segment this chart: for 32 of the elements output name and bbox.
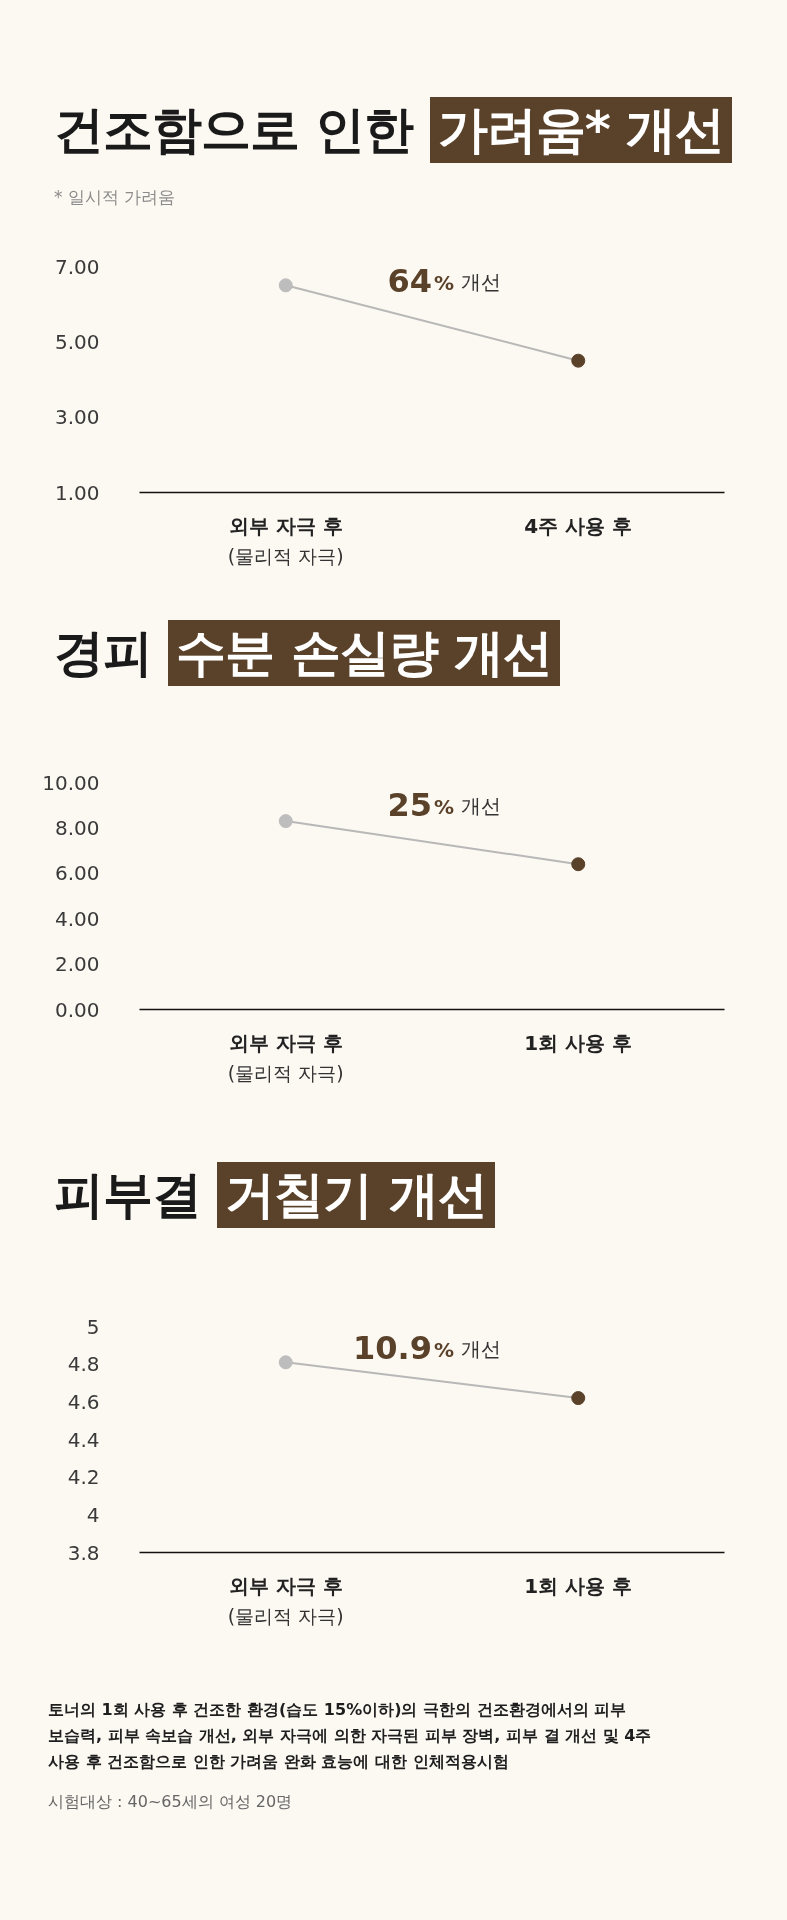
text: 토너의 1회 사용 후 건조한 환경(습도 15%이하)의 극한의 건조환경에서의 피부 보습력, 피부 속보습 개선, 외부 자극에 의한 자극된 피부 장벽, 피부 결 개선 및 4주 사용 후 건조함으로 인한 가려움 완화 효능에 대한 인체적용시험: [48, 1699, 653, 1773]
y-tick-label: 4.8: [67, 1352, 100, 1377]
y-tick-label: 3.00: [54, 405, 100, 430]
y-tick-label: 4.00: [54, 906, 100, 931]
x-tick-label: 1회 사용 후: [524, 1573, 633, 1598]
chart-title: 건조함으로 인한 가려움* 개선: [53, 100, 726, 161]
text: 시험대상 : 40~65세의 여성 20명: [48, 1791, 294, 1813]
y-tick-label: 10.00: [42, 770, 100, 795]
y-tick-label: 6.00: [54, 861, 100, 886]
annotation: 10.9% 개선: [353, 1329, 501, 1367]
category-label: 외부 자극 후 (물리적 자극): [227, 1030, 344, 1084]
x-tick-label: 4주 사용 후: [524, 513, 633, 538]
category-label: 외부 자극 후 (물리적 자극): [227, 513, 344, 567]
y-tick-label: 3.8: [67, 1540, 100, 1565]
y-tick-label: 5.00: [54, 329, 100, 354]
annotation: 64% 개선: [387, 262, 501, 300]
y-tick-label: 4.6: [67, 1389, 100, 1414]
y-tick-label: 7.00: [54, 254, 100, 279]
y-tick-label: 8.00: [54, 815, 100, 840]
chart-title: 피부결 거칠기 개선: [53, 1165, 488, 1226]
y-tick-label: 4: [86, 1502, 100, 1527]
y-tick-label: 0.00: [54, 997, 100, 1022]
y-tick-label: 2.00: [54, 952, 100, 977]
y-tick-label: 4.2: [67, 1465, 100, 1490]
y-tick-label: 5: [86, 1314, 100, 1339]
y-tick-label: 1.00: [54, 480, 100, 505]
chart-title: 경피 수분 손실량 개선: [53, 623, 554, 684]
annotation: 25% 개선: [387, 786, 501, 824]
category-label: 외부 자극 후 (물리적 자극): [227, 1573, 344, 1627]
chart-subtitle: * 일시적 가려움: [53, 186, 177, 209]
x-tick-label: 1회 사용 후: [524, 1030, 633, 1055]
y-tick-label: 4.4: [67, 1427, 100, 1452]
